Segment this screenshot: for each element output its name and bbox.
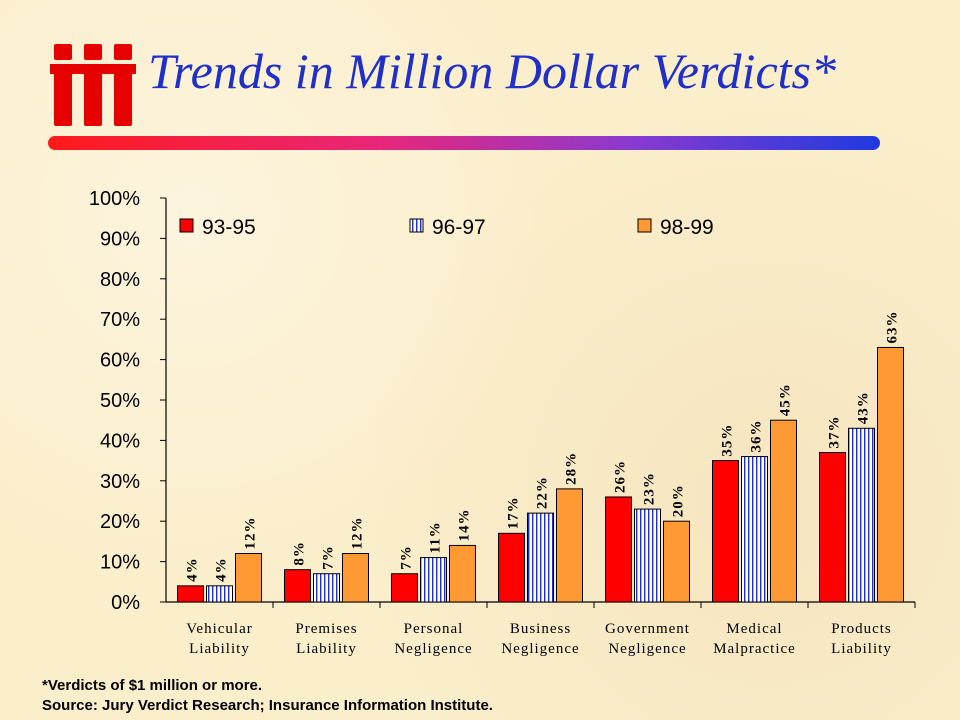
footnote-source: Source: Jury Verdict Research; Insurance… <box>42 697 493 714</box>
y-tick-label: 70% <box>100 309 140 331</box>
bar-98-99 <box>235 553 262 603</box>
bar-98-99 <box>770 419 797 603</box>
bar-96-97 <box>313 573 340 603</box>
bar-96-97 <box>206 585 233 603</box>
data-label: 17% <box>506 496 522 529</box>
x-category-label: Negligence <box>501 641 579 657</box>
bar-93-95 <box>284 569 311 603</box>
x-category-label: Products <box>831 621 892 637</box>
footnote-definition: *Verdicts of $1 million or more. <box>42 677 263 694</box>
data-label: 36% <box>749 420 765 453</box>
x-category-label: Liability <box>296 641 357 657</box>
x-category-label: Negligence <box>394 641 472 657</box>
bar-96-97 <box>848 427 875 603</box>
x-category-label: Business <box>510 621 571 637</box>
legend-label: 93-95 <box>202 216 256 239</box>
y-tick-label: 100% <box>89 188 140 210</box>
data-label: 37% <box>827 416 843 449</box>
x-category-label: Personal <box>404 621 464 637</box>
data-label: 7% <box>399 545 415 570</box>
iii-logo-icon <box>50 44 136 126</box>
data-label: 28% <box>564 452 580 485</box>
bar-98-99 <box>663 520 690 603</box>
bar-93-95 <box>391 573 418 603</box>
data-label: 4% <box>214 557 230 582</box>
bar-98-99 <box>556 488 583 603</box>
bar-93-95 <box>819 452 846 603</box>
y-tick-label: 50% <box>100 390 140 412</box>
bar-98-99 <box>342 553 369 603</box>
x-category-label: Liability <box>831 641 892 657</box>
footnote: *Verdicts of $1 million or more. Source:… <box>42 676 493 716</box>
x-category-label: Malpractice <box>713 641 796 657</box>
x-category-label: Liability <box>189 641 250 657</box>
x-category-label: Medical <box>726 621 782 637</box>
data-label: 4% <box>185 557 201 582</box>
x-category-label: Premises <box>295 621 357 637</box>
y-tick-label: 0% <box>111 592 140 614</box>
data-label: 7% <box>321 545 337 570</box>
bar-98-99 <box>877 346 904 603</box>
y-tick-label: 20% <box>100 511 140 533</box>
data-label: 43% <box>856 391 872 424</box>
data-label: 35% <box>720 424 736 457</box>
data-label: 45% <box>778 383 794 416</box>
x-category-label: Negligence <box>608 641 686 657</box>
data-label: 20% <box>671 484 687 517</box>
y-tick-label: 80% <box>100 269 140 291</box>
bar-93-95 <box>605 496 632 603</box>
bar-93-95 <box>498 532 525 603</box>
y-tick-label: 30% <box>100 471 140 493</box>
bar-93-95 <box>712 460 739 603</box>
data-label: 22% <box>535 476 551 509</box>
data-label: 63% <box>885 310 901 343</box>
legend-swatch <box>179 218 194 233</box>
y-tick-label: 60% <box>100 350 140 372</box>
bar-98-99 <box>449 544 476 603</box>
bar-96-97 <box>634 508 661 603</box>
data-label: 23% <box>642 472 658 505</box>
y-tick-label: 40% <box>100 430 140 452</box>
legend-swatch <box>409 218 424 233</box>
legend-swatch <box>637 218 652 233</box>
data-label: 26% <box>613 460 629 493</box>
x-category-label: Vehicular <box>186 621 252 637</box>
title-divider <box>48 136 880 150</box>
legend-label: 96-97 <box>432 216 486 239</box>
data-label: 12% <box>350 517 366 550</box>
data-label: 12% <box>243 517 259 550</box>
data-label: 11% <box>428 521 444 553</box>
data-label: 14% <box>457 508 473 541</box>
page-title: Trends in Million Dollar Verdicts* <box>148 43 836 99</box>
y-tick-label: 10% <box>100 552 140 574</box>
bar-96-97 <box>420 557 447 603</box>
bar-96-97 <box>741 456 768 603</box>
bar-96-97 <box>527 512 554 603</box>
legend-label: 98-99 <box>660 216 714 239</box>
y-tick-label: 90% <box>100 228 140 250</box>
x-category-label: Government <box>605 621 690 637</box>
bar-93-95 <box>177 585 204 603</box>
data-label: 8% <box>292 541 308 566</box>
